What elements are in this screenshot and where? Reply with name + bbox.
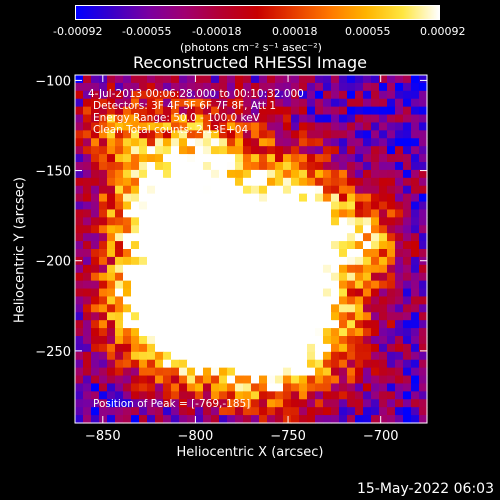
x-tick-label: −700 [363, 429, 399, 444]
x-tick-label: −800 [178, 429, 214, 444]
y-tick-label: −250 [35, 345, 71, 360]
annotation-line: Energy Range: 50.0 - 100.0 keV [93, 112, 261, 124]
colorbar-tick: 0.00055 [345, 25, 391, 38]
peak-position-label: Position of Peak = [-769,-185] [93, 398, 250, 410]
colorbar-tick: -0.00092 [53, 25, 103, 38]
colorbar-units: (photons cm⁻² s⁻¹ asec⁻²) [180, 41, 322, 54]
x-tick-label: −750 [270, 429, 306, 444]
y-tick-label: −150 [35, 165, 71, 180]
colorbar-tick: -0.00055 [122, 25, 172, 38]
colorbar-tick: 0.00018 [272, 25, 318, 38]
plot-frame [74, 74, 428, 424]
y-tick-label: −100 [35, 74, 71, 89]
colorbar-tick: 0.00092 [420, 25, 466, 38]
x-axis-label: Heliocentric X (arcsec) [176, 445, 324, 460]
colorbar-tick: -0.00018 [192, 25, 242, 38]
annotation-line: 4-Jul-2013 00:06:28.000 to 00:10:32.000 [88, 88, 304, 100]
y-axis-label: Heliocentric Y (arcsec) [12, 177, 28, 323]
x-tick-label: −850 [85, 429, 121, 444]
footer-date: 15-May-2022 06:03 [356, 481, 494, 497]
colorbar [75, 5, 440, 20]
chart-title: Reconstructed RHESSI Image [133, 53, 367, 72]
annotation-line: Detectors: 3F 4F 5F 6F 7F 8F, Att 1 [93, 100, 276, 112]
heatmap-image [75, 75, 428, 424]
y-tick-label: −200 [35, 255, 71, 270]
annotation-line: Clean Total counts: 2.13E+04 [93, 124, 248, 136]
